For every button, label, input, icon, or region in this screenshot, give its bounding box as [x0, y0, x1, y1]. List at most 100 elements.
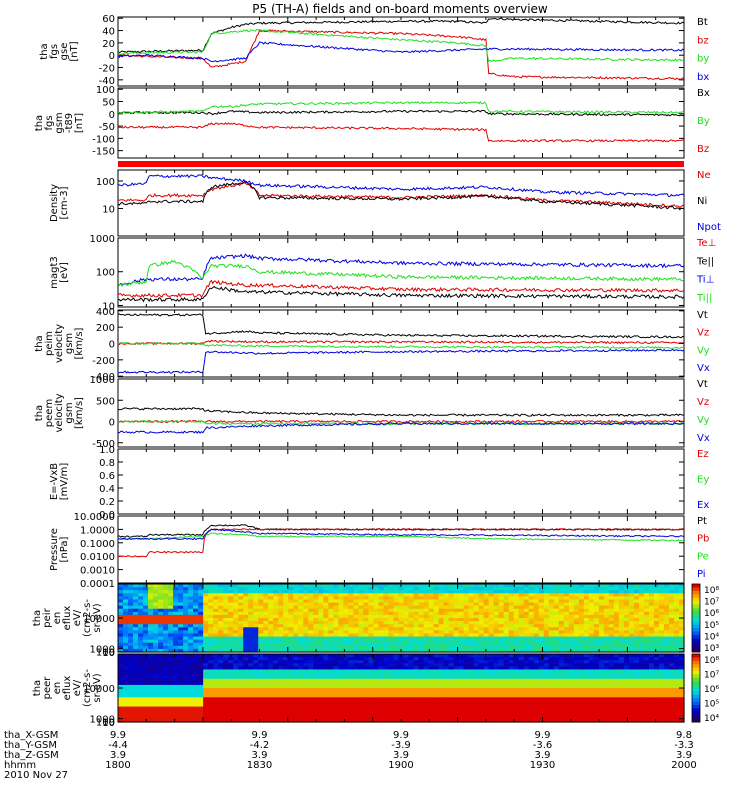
y-axis-label: eV/ — [72, 679, 83, 696]
y-axis-label: tha — [32, 610, 43, 626]
series-line-Pb — [117, 528, 685, 558]
y-axis-label: peem — [44, 399, 55, 427]
panel-peim_velocity: 400 200 0 -200 -400 tha peim velocity gsm [km/s] V… — [34, 307, 710, 383]
x-row-value: 1900 — [388, 760, 413, 771]
series-line-Pi — [117, 528, 685, 541]
y-axis-label: [mV/m] — [59, 463, 70, 501]
x-row-value: 3.9 — [252, 750, 268, 761]
series-line-Npot — [117, 173, 685, 198]
x-row-label: hhmm — [4, 760, 36, 771]
y-tick-label: 1000 — [90, 715, 115, 726]
series-line-Bz — [117, 122, 685, 143]
legend-bz: bz — [697, 35, 709, 46]
legend-Vz: Vz — [697, 328, 709, 339]
colorbar-tick: 10⁴ — [704, 632, 719, 642]
y-axis-label: gsm — [64, 402, 75, 423]
series-line-Vt — [117, 407, 684, 417]
y-axis-label: eV/ — [72, 609, 83, 626]
y-axis-label: Density — [49, 184, 60, 222]
series-line-Vz — [117, 339, 684, 346]
legend-Te||: Te|| — [696, 256, 714, 267]
legend-Vy: Vy — [697, 345, 710, 356]
x-row-value: 9.9 — [393, 730, 409, 741]
y-axis-label: tha — [34, 405, 45, 421]
y-tick-label: 10.0000 — [74, 512, 115, 523]
y-tick-label: 400 — [96, 307, 115, 318]
y-tick-label: 0.0010 — [80, 566, 115, 577]
y-tick-label: -500 — [92, 439, 115, 450]
y-tick-label: -20 — [99, 64, 115, 75]
y-tick-label: 0.8 — [99, 458, 115, 469]
colorbar-tick: 10⁵ — [704, 700, 719, 710]
legend-Pt: Pt — [697, 516, 707, 527]
x-row-value: 9.9 — [535, 730, 551, 741]
legend-Ey: Ey — [697, 475, 709, 486]
y-axis-label: Pressure — [49, 528, 60, 571]
y-axis-label: [eV] — [59, 262, 70, 283]
y-tick-label: 0.4 — [99, 484, 115, 495]
panel-temperature: 1000 100 10 magt3 [eV] Te⊥ Te|| Ti⊥ Ti|| — [49, 234, 716, 312]
y-tick-label: -100 — [92, 134, 115, 145]
legend-bx: bx — [697, 72, 709, 83]
y-tick-label: -40 — [99, 76, 115, 87]
legend-Bx: Bx — [697, 88, 710, 99]
series-line-Pe — [117, 532, 685, 542]
y-axis-label: fgs — [44, 115, 55, 130]
y-axis-label: [nT] — [69, 41, 80, 61]
y-tick-label: -400 — [92, 372, 115, 383]
y-tick-label: 10 — [102, 718, 115, 729]
y-tick-label: 0 — [109, 340, 115, 351]
y-axis-label: (cm2-s- — [82, 599, 93, 637]
y-axis-label: eflux — [62, 606, 73, 631]
legend-Vx: Vx — [697, 433, 710, 444]
colorbar-tick: 10³ — [704, 644, 719, 654]
y-axis-label: -t89 — [64, 113, 75, 133]
colorbar-tick: 10⁶ — [704, 609, 719, 619]
series-line-Bt — [117, 17, 685, 54]
y-tick-label: 1000 — [90, 645, 115, 656]
series-line-Ne — [117, 182, 685, 209]
panel-peem_velocity: 1000 500 0 -500 tha peem velocity gsm [km/s] Vt Vz… — [34, 375, 710, 450]
x-row-value: 1800 — [105, 760, 130, 771]
spectrogram-peir — [118, 584, 685, 653]
colorbar-tick: 10⁸ — [704, 586, 719, 596]
y-tick-label: 100 — [96, 648, 115, 659]
legend-Ne: Ne — [697, 170, 711, 181]
x-row-value: 3.9 — [676, 750, 692, 761]
series-line-by — [117, 28, 685, 63]
x-row-value: -3.6 — [533, 740, 553, 751]
y-axis-label: tha — [32, 680, 43, 696]
legend-Vz: Vz — [697, 397, 709, 408]
legend-Te⊥: Te⊥ — [696, 238, 716, 249]
panel-frame — [117, 448, 685, 515]
legend-Ti||: Ti|| — [696, 293, 712, 304]
y-tick-label: 10 — [102, 204, 115, 215]
y-axis-label: peer — [42, 676, 53, 700]
x-row-value: -3.9 — [391, 740, 411, 751]
y-tick-label: 100 — [96, 718, 115, 729]
y-axis-label: sr-eV) — [92, 603, 103, 632]
series-line-Vt — [117, 313, 685, 339]
date-label: 2010 Nov 27 — [4, 770, 68, 781]
series-line-Te⊥ — [117, 279, 685, 299]
x-row-value: -3.3 — [674, 740, 694, 751]
y-axis-label: [nT] — [74, 113, 85, 133]
legend-by: by — [697, 54, 709, 65]
panel-pressure: 10.0000 1.0000 0.1000 0.0100 0.0010 0.0001 Pre… — [49, 512, 709, 590]
x-row-value: 1930 — [530, 760, 555, 771]
x-row-value: -4.2 — [250, 740, 270, 751]
y-tick-label: 0 — [109, 418, 115, 429]
y-tick-label: 1000 — [90, 375, 115, 386]
colorbar-tick: 10⁷ — [704, 598, 719, 608]
series-line-Vy — [117, 341, 684, 350]
legend-Ti⊥: Ti⊥ — [696, 275, 714, 286]
legend-By: By — [697, 116, 710, 127]
legend-Bt: Bt — [697, 17, 708, 28]
y-tick-label: 100 — [96, 268, 115, 279]
y-tick-label: -50 — [99, 122, 115, 133]
y-axis-label: [km/s] — [74, 327, 85, 359]
